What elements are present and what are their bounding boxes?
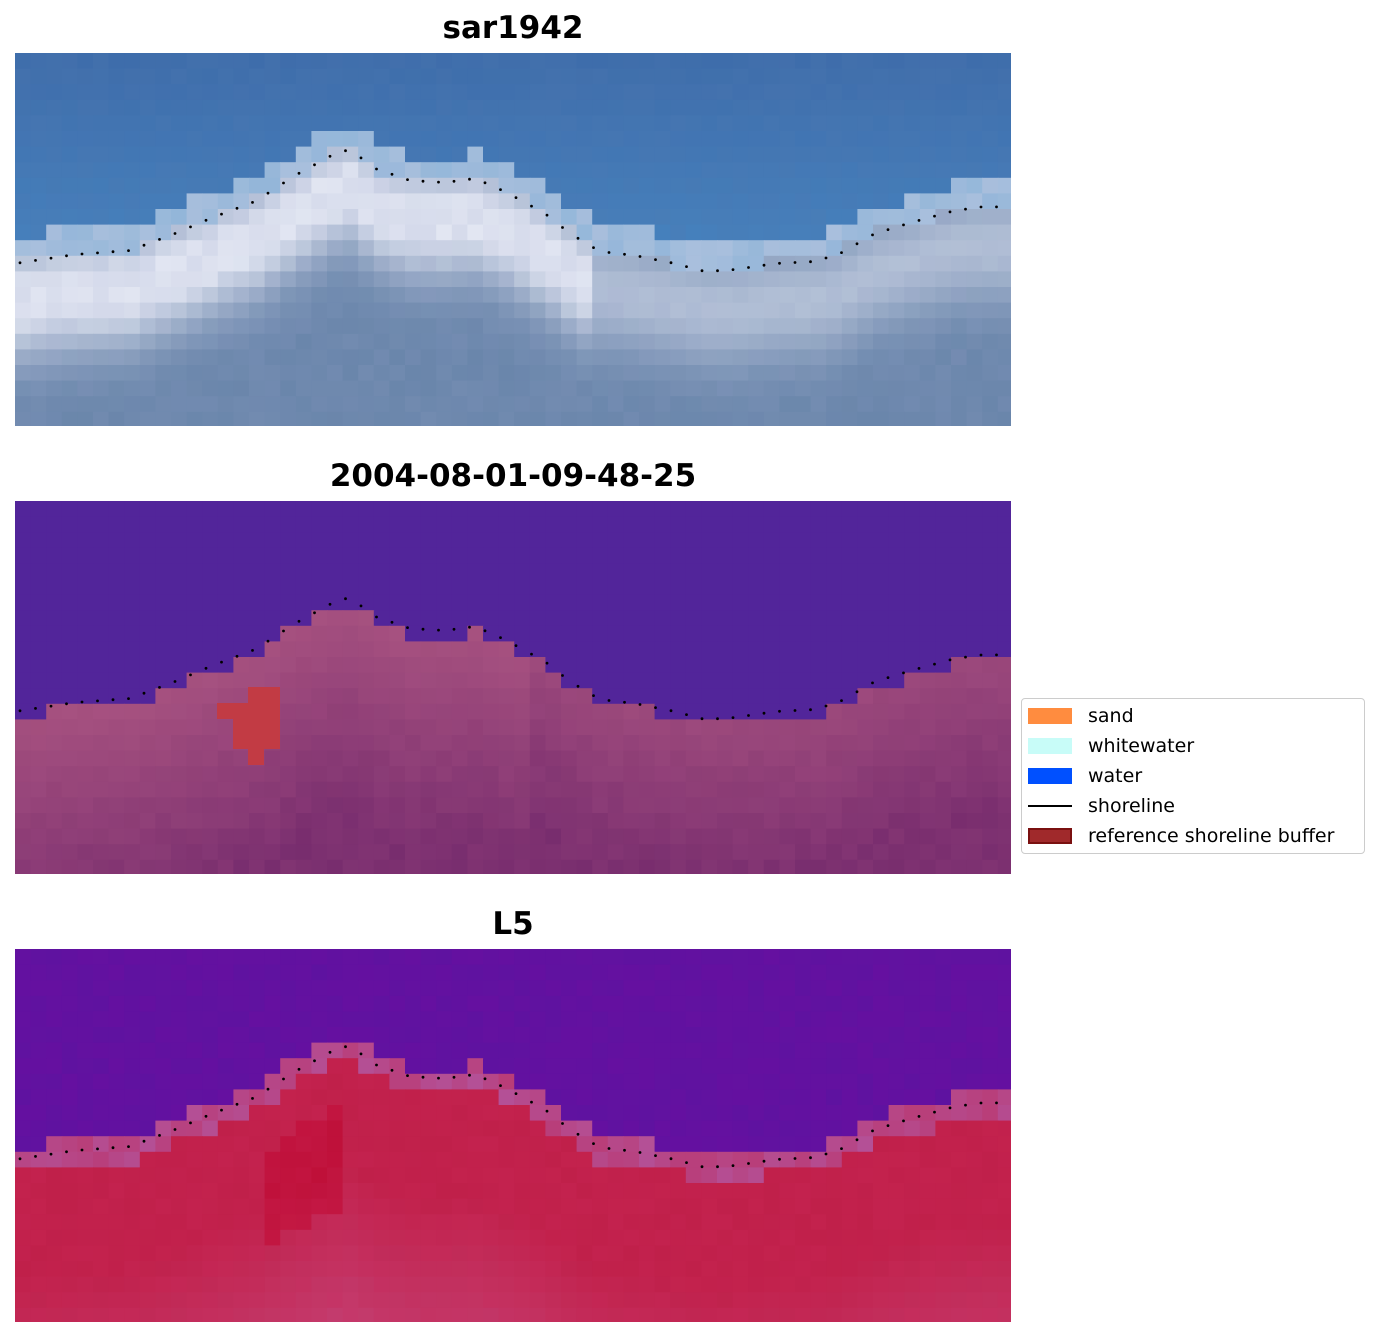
panel-title-1: sar1942	[442, 10, 584, 46]
shoreline-line-swatch	[1028, 805, 1072, 807]
sand-swatch	[1028, 708, 1072, 724]
panel-title-2: 2004-08-01-09-48-25	[329, 458, 697, 494]
whitewater-swatch	[1028, 738, 1072, 754]
legend-item-whitewater: whitewater	[1028, 731, 1194, 761]
legend-label-water: water	[1088, 765, 1143, 787]
shoreline-dotted-line	[18, 1045, 998, 1169]
legend-label-sand: sand	[1088, 705, 1134, 727]
panel-rgb-image	[15, 53, 1011, 426]
shoreline-dotted-line	[18, 149, 998, 273]
buffer-swatch	[1028, 828, 1072, 844]
legend: sand whitewater water shoreline referenc…	[1021, 698, 1365, 854]
water-swatch	[1028, 768, 1072, 784]
legend-item-water: water	[1028, 761, 1142, 791]
legend-label-shoreline: shoreline	[1088, 795, 1175, 817]
legend-item-shoreline: shoreline	[1028, 791, 1175, 821]
buffer-patch	[217, 687, 280, 765]
shoreline-dotted-line	[18, 597, 998, 721]
legend-item-sand: sand	[1028, 701, 1134, 731]
legend-label-whitewater: whitewater	[1088, 735, 1195, 757]
legend-item-buffer: reference shoreline buffer	[1028, 821, 1334, 851]
panel-title-3: L5	[492, 906, 534, 942]
panel-index-image	[15, 949, 1011, 1322]
legend-label-buffer: reference shoreline buffer	[1088, 825, 1335, 847]
panel-classified-image	[15, 501, 1011, 874]
